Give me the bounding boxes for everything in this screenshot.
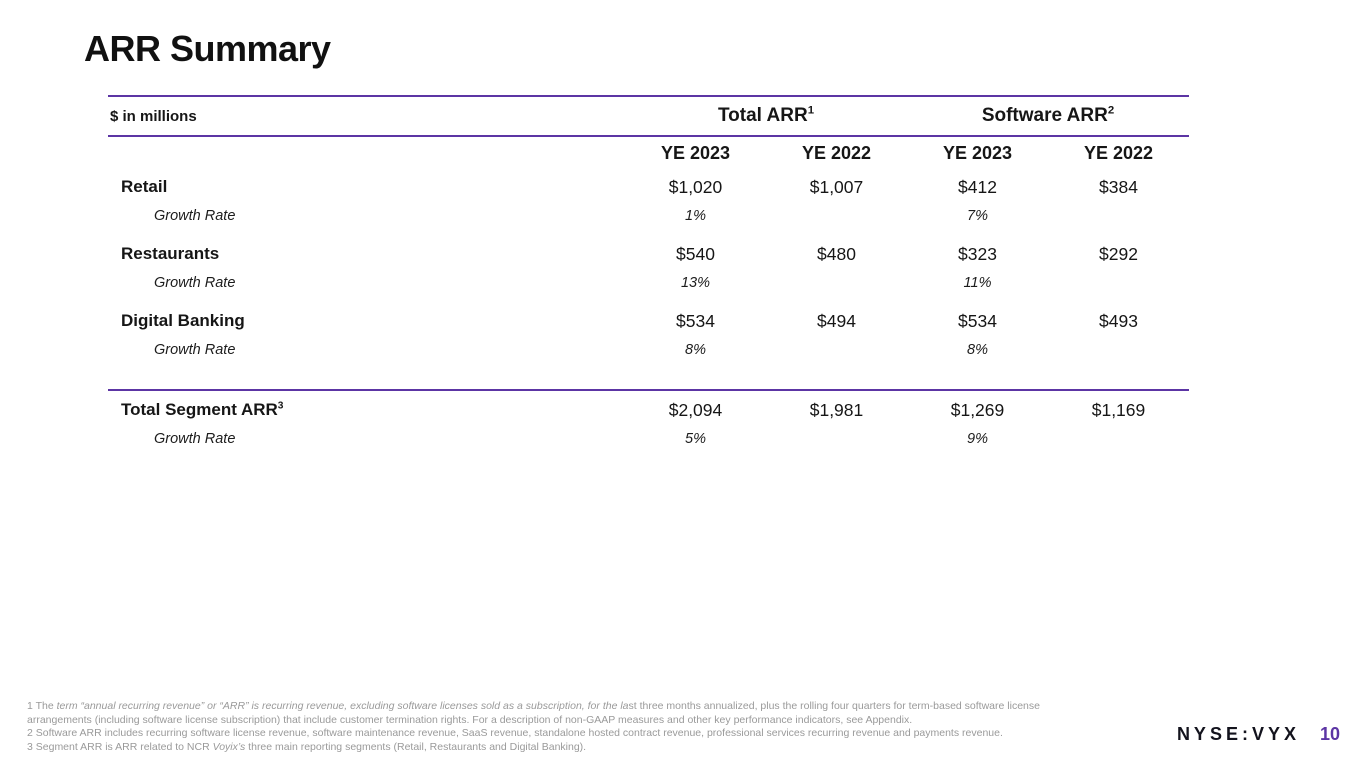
cell-value: $480 [817, 243, 856, 264]
cell-growth: 8% [967, 341, 988, 358]
footer: NYSE:VYX 10 [1177, 724, 1340, 745]
row-label: Digital Banking [121, 311, 245, 330]
cell-value: $494 [817, 310, 856, 331]
units-label: $ in millions [110, 107, 197, 125]
table-mid-rule [108, 135, 1189, 137]
col-header-total-ye2023: YE 2023 [660, 143, 731, 163]
col-header-software-ye2023: YE 2023 [942, 143, 1013, 163]
footnote-text: 3 Segment ARR is ARR related to NCR [27, 741, 213, 754]
cell-value: $534 [676, 310, 715, 331]
arr-summary-table: $ in millions Total ARR1 Software ARR2 Y… [108, 95, 1189, 452]
segment-retail: Retail $1,020 $1,007 $412 $384 Growth Ra… [108, 172, 1189, 229]
total-row-label-text: Total Segment ARR [121, 400, 278, 419]
cell-total-value: $2,094 [668, 399, 723, 420]
group-header-software-arr: Software ARR2 [907, 105, 1189, 127]
row-label: Restaurants [121, 244, 220, 263]
footnote-1-line-1: 1 The term “annual recurring revenue” or… [27, 700, 1162, 714]
footnote-ref-2: 2 [1107, 104, 1115, 117]
cell-growth: 5% [685, 430, 706, 447]
cell-growth: 8% [685, 341, 706, 358]
footnote-text-italic: term “annual recurring revenue” or “ARR”… [56, 700, 629, 712]
row-label: Retail [121, 177, 168, 196]
segment-digital-banking: Digital Banking $534 $494 $534 $493 Grow… [108, 306, 1189, 363]
cell-value: $540 [676, 243, 715, 264]
year-header-row: YE 2023 YE 2022 YE 2023 YE 2022 [108, 137, 1189, 170]
table-row: Retail $1,020 $1,007 $412 $384 [108, 172, 1189, 202]
cell-value: $323 [958, 243, 997, 264]
col-header-total-ye2022: YE 2022 [801, 143, 872, 163]
cell-total-value: $1,981 [809, 399, 864, 420]
growth-row: Growth Rate 8% 8% [108, 336, 1189, 363]
cell-growth: 1% [685, 207, 706, 224]
footnote-1-line-2: arrangements (including software license… [27, 713, 913, 726]
cell-growth: 11% [963, 274, 992, 291]
table-row: Digital Banking $534 $494 $534 $493 [108, 306, 1189, 336]
growth-row: Growth Rate 1% 7% [108, 202, 1189, 229]
footnote-text: 1 The [27, 700, 57, 712]
total-row-label: Total Segment ARR3 [108, 400, 625, 420]
cell-value: $493 [1099, 310, 1138, 331]
cell-value: $1,007 [809, 176, 864, 197]
cell-value: $292 [1099, 243, 1138, 264]
footnote-2: 2 Software ARR includes recurring softwa… [27, 727, 1003, 740]
cell-total-value: $1,169 [1091, 399, 1146, 420]
cell-growth: 7% [967, 207, 988, 224]
footnote-ref-1: 1 [807, 104, 815, 117]
table-row-total: Total Segment ARR3 $2,094 $1,981 $1,269 … [108, 395, 1189, 425]
cell-value: $534 [958, 310, 997, 331]
cell-growth: 13% [680, 274, 711, 291]
footnote-text-italic: Voyix’s [212, 741, 246, 754]
cell-value: $384 [1099, 176, 1138, 197]
table-top-rule [108, 95, 1189, 97]
group-header-total-arr-label: Total ARR [717, 105, 808, 126]
footnote-text: st three months annualized, plus the rol… [628, 700, 1040, 712]
ticker-logo: NYSE:VYX [1176, 724, 1300, 744]
footnote-ref-3: 3 [277, 400, 284, 412]
footnote-3: 3 Segment ARR is ARR related to NCR Voyi… [27, 741, 1162, 755]
group-header-total-arr: Total ARR1 [625, 105, 907, 127]
segment-total: Total Segment ARR3 $2,094 $1,981 $1,269 … [108, 395, 1189, 452]
growth-row-label: Growth Rate [154, 274, 236, 291]
cell-value: $412 [958, 176, 997, 197]
segment-restaurants: Restaurants $540 $480 $323 $292 Growth R… [108, 239, 1189, 296]
col-header-software-ye2022: YE 2022 [1083, 143, 1154, 163]
table-total-rule [108, 389, 1189, 391]
group-header-row: $ in millions Total ARR1 Software ARR2 [108, 97, 1189, 135]
page-title: ARR Summary [84, 28, 331, 69]
footnote-text: three main reporting segments (Retail, R… [245, 741, 587, 754]
group-header-software-arr-label: Software ARR [981, 105, 1108, 126]
growth-row-label: Growth Rate [154, 341, 236, 358]
growth-row: Growth Rate 5% 9% [108, 425, 1189, 452]
growth-row-label: Growth Rate [154, 430, 236, 447]
cell-growth: 9% [967, 430, 988, 447]
page-number: 10 [1319, 724, 1340, 744]
growth-row-label: Growth Rate [154, 207, 236, 224]
footnotes: 1 The term “annual recurring revenue” or… [27, 700, 1162, 755]
cell-total-value: $1,269 [950, 399, 1005, 420]
cell-value: $1,020 [668, 176, 723, 197]
table-row: Restaurants $540 $480 $323 $292 [108, 239, 1189, 269]
growth-row: Growth Rate 13% 11% [108, 269, 1189, 296]
